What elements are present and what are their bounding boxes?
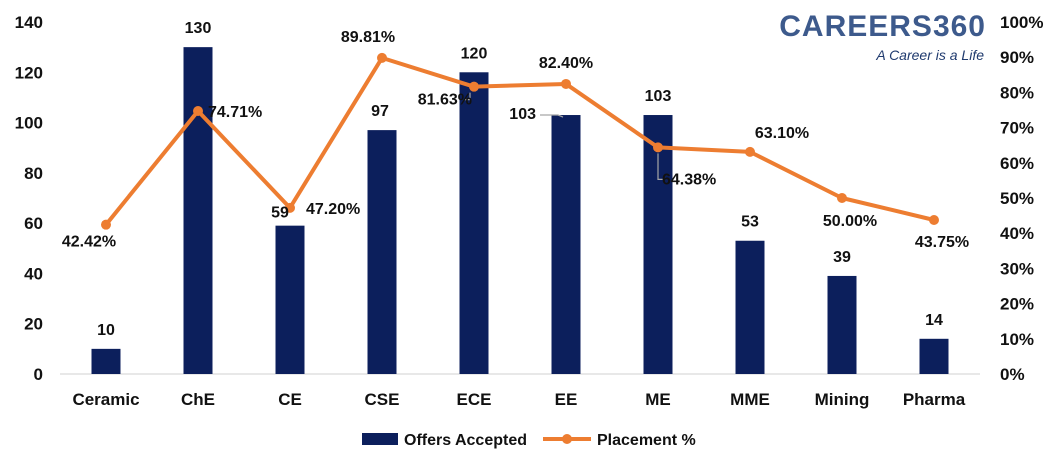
x-tick-label: Ceramic — [72, 390, 139, 409]
x-tick-label: EE — [555, 390, 578, 409]
y2-tick-label: 20% — [1000, 295, 1034, 314]
bar-value-label: 14 — [925, 312, 943, 329]
bar — [275, 225, 305, 374]
bar-value-label: 39 — [833, 249, 851, 266]
x-tick-label: ECE — [457, 390, 492, 409]
right-axis: 0% 10% 20% 30% 40% 50% 60% 70% 80% 90% 100% — [1000, 13, 1043, 384]
line-value-label: 89.81% — [341, 29, 395, 46]
line-point — [929, 215, 939, 225]
bar-label-leader — [540, 114, 564, 118]
legend-line-label: Placement % — [597, 432, 696, 449]
x-tick-label: Pharma — [903, 390, 966, 409]
bar-value-label: 130 — [185, 20, 212, 37]
y2-tick-label: 40% — [1000, 224, 1034, 243]
bar — [459, 72, 489, 375]
label-leader-lines — [464, 92, 663, 180]
line-value-label: 43.75% — [915, 234, 969, 251]
line-value-label: 81.63% — [418, 92, 472, 109]
legend-bar-swatch — [362, 433, 398, 445]
y2-tick-label: 100% — [1000, 13, 1043, 32]
x-tick-label: ChE — [181, 390, 215, 409]
bar — [367, 130, 397, 374]
y2-tick-label: 50% — [1000, 189, 1034, 208]
y2-tick-label: 80% — [1000, 83, 1034, 102]
legend-bar-label: Offers Accepted — [404, 432, 527, 449]
y2-tick-label: 90% — [1000, 48, 1034, 67]
bar-value-label: 53 — [741, 214, 759, 231]
careers360-logo: CAREERS360 A Career is a Life — [779, 10, 986, 63]
bar-value-label: 103 — [509, 106, 536, 123]
legend-line-marker — [562, 434, 572, 444]
line-point — [377, 52, 387, 63]
bar-value-label: 10 — [97, 322, 115, 339]
x-tick-label: MME — [730, 390, 770, 409]
line-point — [101, 219, 111, 230]
line-value-label: 42.42% — [62, 234, 116, 251]
line-value-label: 47.20% — [306, 201, 360, 218]
line-value-label: 63.10% — [755, 125, 809, 142]
y-tick-label: 20 — [24, 315, 43, 334]
line-value-label: 74.71% — [208, 104, 262, 121]
y2-tick-label: 60% — [1000, 154, 1034, 173]
bar-value-label: 59 — [271, 205, 289, 222]
line-point — [469, 81, 479, 92]
line-point — [193, 106, 203, 117]
data-labels: 10 130 59 97 120 103 103 53 39 14 42.42% 74.71% 47.2… — [62, 20, 969, 339]
bar — [827, 275, 857, 374]
line-point — [285, 202, 295, 213]
line-value-label: 50.00% — [823, 213, 877, 230]
y-tick-label: 60 — [24, 214, 43, 233]
y-tick-label: 40 — [24, 264, 43, 283]
y-tick-label: 100 — [15, 114, 43, 133]
bar-value-label: 97 — [371, 103, 389, 120]
y-tick-label: 0 — [34, 365, 43, 384]
line-series — [101, 52, 939, 230]
y-tick-label: 80 — [24, 164, 43, 183]
line-label-leader — [657, 153, 663, 180]
x-axis-ticks: Ceramic ChE CE CSE ECE EE ME MME Mining Pharma — [72, 390, 965, 409]
x-tick-label: CE — [278, 390, 302, 409]
placement-line — [104, 55, 935, 226]
logo-name: CAREERS360 — [779, 10, 986, 43]
line-value-label: 82.40% — [539, 55, 593, 72]
line-point — [561, 78, 571, 89]
bar — [735, 240, 765, 374]
x-tick-label: ME — [645, 390, 671, 409]
x-tick-label: Mining — [815, 390, 870, 409]
legend: Offers Accepted Placement % — [362, 432, 696, 449]
bar — [91, 348, 121, 374]
bar — [919, 338, 949, 374]
line-point — [745, 146, 755, 157]
line-point — [837, 193, 847, 203]
bar-series — [91, 47, 949, 375]
y2-tick-label: 30% — [1000, 259, 1034, 278]
y2-tick-label: 10% — [1000, 330, 1034, 349]
bar — [551, 115, 581, 375]
y-tick-label: 140 — [15, 13, 43, 32]
bar-value-label: 103 — [645, 88, 672, 105]
logo-tagline: A Career is a Life — [875, 47, 984, 63]
x-tick-label: CSE — [365, 390, 400, 409]
y-tick-label: 120 — [15, 63, 43, 82]
y2-tick-label: 70% — [1000, 119, 1034, 138]
left-axis: 0 20 40 60 80 100 120 140 — [15, 13, 43, 384]
line-label-leader — [464, 92, 471, 101]
bar-value-label: 120 — [461, 45, 488, 62]
bar — [183, 47, 213, 375]
line-value-label: 64.38% — [662, 171, 716, 188]
line-point — [653, 142, 663, 153]
y2-tick-label: 0% — [1000, 365, 1025, 384]
